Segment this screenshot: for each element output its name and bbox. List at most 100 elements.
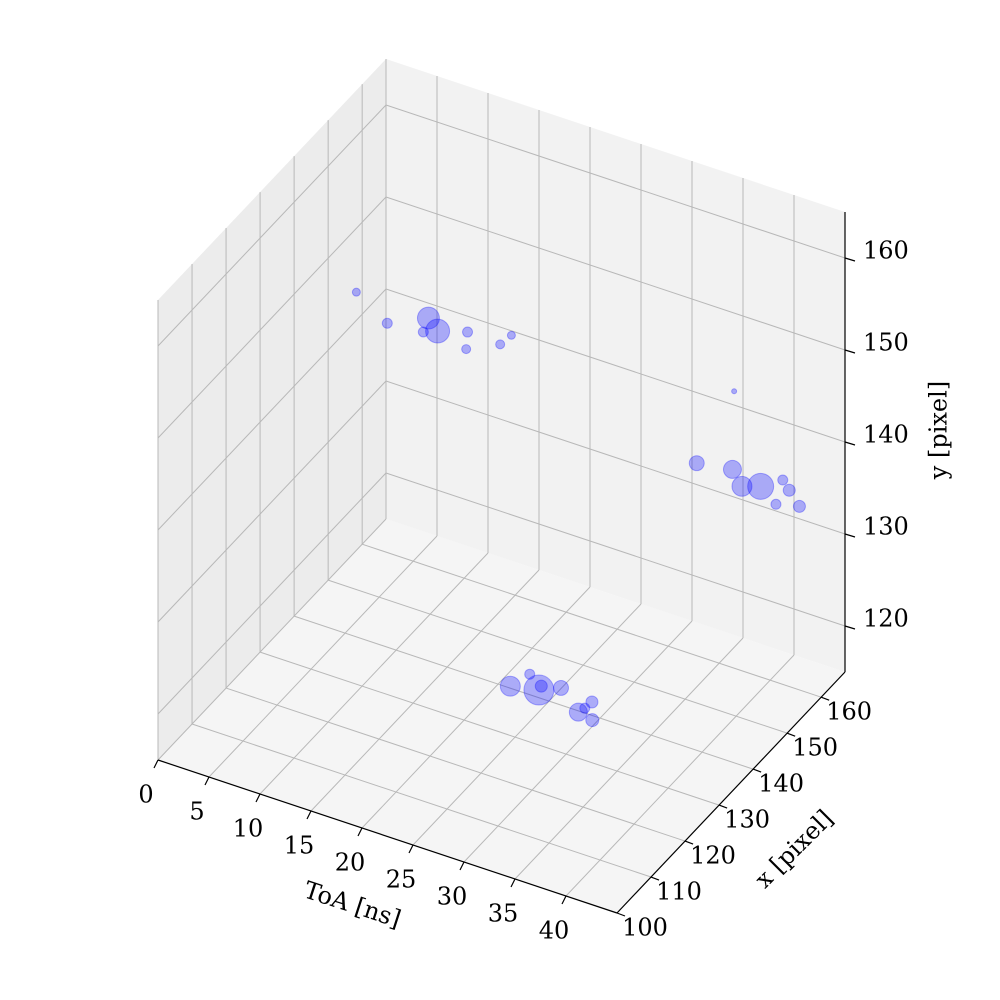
x-tick-label: 10 (233, 815, 264, 843)
tick-mark (616, 912, 626, 917)
point (417, 326, 429, 338)
grid-line (157, 196, 387, 439)
grid-line (565, 654, 795, 897)
tick-mark (510, 878, 516, 888)
grid-line (157, 472, 387, 715)
z-tick-label: 120 (863, 605, 909, 633)
y-axis-line (616, 671, 846, 914)
point (568, 702, 588, 722)
tick-mark (786, 732, 796, 737)
point (585, 695, 599, 709)
tick-mark (844, 625, 856, 630)
panes (158, 59, 845, 913)
grid-line (385, 472, 846, 627)
y-tick-label: 130 (724, 806, 770, 834)
grid-line (514, 637, 744, 880)
point (534, 679, 548, 693)
point (381, 317, 393, 329)
point (425, 318, 451, 344)
point (585, 713, 600, 728)
x-tick-label: 5 (189, 798, 204, 826)
floor-pane (158, 519, 845, 913)
point (792, 499, 806, 513)
grid-line (259, 651, 720, 806)
point (777, 474, 789, 486)
tick-mark (650, 876, 660, 881)
grid-line (259, 552, 489, 795)
y-tick-label: 160 (826, 698, 872, 726)
x-tick-label: 0 (138, 781, 153, 809)
y-tick-label: 100 (622, 914, 668, 942)
z-tick-label: 160 (863, 237, 909, 265)
grid-line (463, 620, 693, 863)
tick-mark (204, 776, 210, 786)
tick-mark (255, 793, 261, 803)
tick-mark (459, 861, 465, 871)
x-tick-label: 25 (386, 866, 417, 894)
tick-mark (684, 840, 694, 845)
grid-line (362, 543, 822, 698)
x-tick-label: 20 (335, 849, 366, 877)
tick-mark (718, 804, 728, 809)
point (416, 306, 440, 330)
point (579, 702, 591, 714)
marks (351, 287, 806, 728)
grid-line (361, 586, 591, 829)
x-tick-label: 30 (437, 883, 468, 911)
grid-line (310, 569, 540, 812)
grid-line (385, 288, 846, 443)
grid-line (327, 579, 788, 734)
point (506, 330, 516, 340)
y-tick-label: 150 (792, 734, 838, 762)
z-tick-label: 150 (863, 329, 909, 357)
point (770, 498, 782, 510)
point (462, 326, 474, 338)
point (523, 674, 555, 706)
z-tick-label: 140 (863, 421, 909, 449)
grid-line (157, 288, 387, 531)
x-tick-label: 40 (539, 917, 570, 945)
tick-mark (752, 768, 762, 773)
point (461, 344, 472, 355)
y-tick-label: 110 (656, 878, 702, 906)
point (731, 475, 753, 497)
x-tick-label: 35 (488, 900, 519, 928)
tick-mark (844, 441, 856, 446)
grid-line (157, 104, 387, 347)
x-tick-label: 15 (284, 832, 315, 860)
grid-line (385, 196, 846, 351)
grid-line (385, 380, 846, 535)
point (351, 287, 361, 297)
y-tick-label: 140 (758, 770, 804, 798)
axes: 0 5 10 15 20 25 30 35 40 100 110 120 130 140 150 160 120… (138, 212, 909, 945)
point (688, 455, 705, 472)
tick-mark (408, 844, 414, 854)
tick-mark (844, 349, 856, 354)
z-axis-label: y [pixel] (925, 381, 953, 480)
x-axis-line (157, 759, 618, 914)
tick-mark (844, 257, 856, 262)
grid-line (225, 687, 686, 842)
grid-line (385, 104, 846, 259)
point (524, 668, 536, 680)
z-tick-label: 130 (863, 513, 909, 541)
point (731, 388, 738, 395)
point (722, 459, 742, 479)
tick-mark (357, 827, 363, 837)
tick-mark (561, 895, 567, 905)
grid-line (208, 535, 438, 778)
tick-mark (844, 533, 856, 538)
point (499, 675, 521, 697)
tick-mark (820, 696, 830, 701)
grid-line (157, 380, 387, 623)
point (495, 339, 506, 350)
tick-mark (153, 759, 159, 769)
grid-line (293, 615, 754, 770)
tick-mark (306, 810, 312, 820)
point (747, 472, 775, 500)
point (553, 679, 569, 696)
y-tick-label: 120 (690, 842, 736, 870)
point (782, 483, 796, 497)
grid-line (412, 603, 642, 846)
